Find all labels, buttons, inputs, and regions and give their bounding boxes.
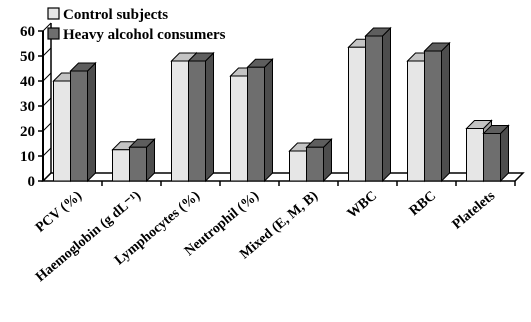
y-tick-label: 30 — [20, 99, 35, 115]
bar-front — [424, 50, 442, 182]
category-label: Platelets — [450, 188, 499, 232]
y-tick-diagonal — [42, 97, 52, 107]
legend-swatch-heavy — [47, 27, 60, 40]
bar-front — [407, 60, 425, 182]
bar-heavy-6 — [423, 41, 451, 183]
category-labels: PCV (%)Haemoglobin (g dL⁻¹)Lymphocytes (… — [33, 188, 498, 285]
bar-front — [306, 146, 324, 182]
legend-swatch-control — [47, 7, 60, 20]
legend: Control subjects Heavy alcohol consumers — [47, 7, 226, 43]
y-tick-labels: 0 10 20 30 40 50 60 — [20, 24, 35, 190]
bar-side — [87, 61, 96, 183]
bar-side — [382, 26, 391, 183]
bar-heavy-3 — [246, 58, 274, 183]
bar-heavy-1 — [128, 138, 156, 183]
y-tick-diagonal — [42, 122, 52, 132]
bar-front — [171, 60, 189, 182]
y-tick-diagonal — [42, 22, 52, 32]
category-label: WBC — [345, 189, 380, 222]
legend-label-control: Control subjects — [63, 7, 168, 23]
y-tick-diagonal — [42, 172, 52, 182]
bar-heavy-7 — [482, 124, 510, 183]
bar-front — [112, 149, 130, 182]
bar-front — [230, 75, 248, 182]
bar-front — [348, 46, 366, 182]
bar-side — [264, 58, 273, 183]
bar-heavy-2 — [187, 51, 215, 183]
bar-front — [483, 133, 501, 182]
bar-front — [247, 66, 265, 182]
y-tick-label: 10 — [20, 149, 35, 165]
legend-label-heavy: Heavy alcohol consumers — [63, 27, 226, 43]
y-tick-label: 0 — [28, 174, 36, 190]
bar-heavy-5 — [364, 26, 392, 183]
bar-front — [289, 150, 307, 182]
bar-heavy-4 — [305, 138, 333, 183]
bar-front — [129, 146, 147, 182]
y-tick-diagonal — [42, 147, 52, 157]
category-label: Haemoglobin (g dL⁻¹) — [33, 188, 144, 285]
bar-front — [188, 60, 206, 182]
y-tick-label: 40 — [20, 74, 35, 90]
bar-front — [70, 70, 88, 182]
y-tick-label: 20 — [20, 124, 35, 140]
bar-front — [53, 80, 71, 182]
bar-front — [466, 128, 484, 182]
y-tick-label: 60 — [20, 24, 35, 40]
bar-front — [365, 35, 383, 182]
bar-heavy-0 — [69, 61, 97, 183]
bar-side — [205, 51, 214, 183]
y-tick-diagonal — [42, 72, 52, 82]
category-label: RBC — [407, 189, 439, 219]
bar-side — [441, 41, 450, 183]
y-tick-label: 50 — [20, 49, 35, 65]
bars — [52, 26, 510, 183]
y-tick-diagonal — [42, 47, 52, 57]
category-label: PCV (%) — [33, 188, 85, 235]
bar-side — [500, 124, 509, 183]
axes — [38, 22, 525, 186]
